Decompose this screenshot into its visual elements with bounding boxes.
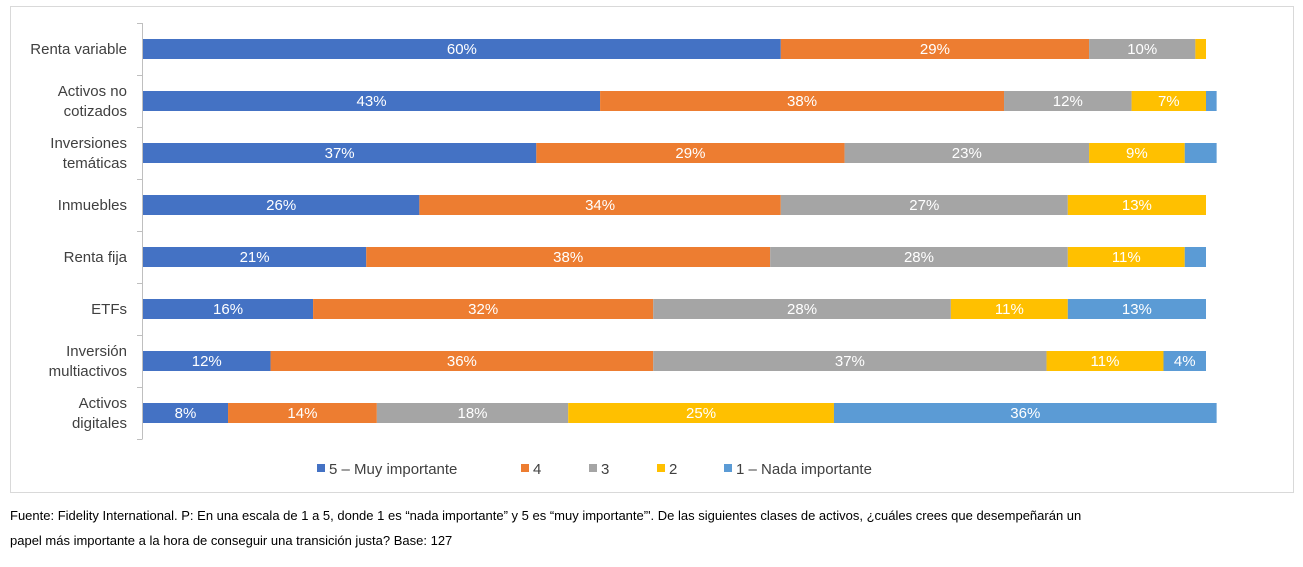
category-label: Inversiones [50,135,127,152]
source-footnote: Fuente: Fidelity International. P: En un… [10,503,1295,553]
bar-segment [1089,143,1185,163]
data-label: 25% [686,405,716,422]
bar-segment [568,403,834,423]
bar-segment [1089,39,1196,59]
data-label: 26% [266,197,296,214]
bar-segment [366,247,771,267]
legend-label: 2 [669,461,677,478]
bar-segment [270,351,654,371]
category-label: digitales [72,415,127,432]
bar-segment [1163,351,1206,371]
data-label: 38% [553,249,583,266]
category-label: temáticas [63,155,127,172]
footnote-line-2: papel más importante a la hora de conseg… [10,533,453,548]
bar-segment [143,143,537,163]
chart-frame: Renta variable 60% 29% 10% Activos no cotizad… [10,6,1294,493]
data-label: 23% [952,145,982,162]
data-label: 27% [909,197,939,214]
bar-segment [950,299,1068,319]
data-label: 36% [1010,405,1040,422]
bar-segment [1067,299,1206,319]
data-label: 11% [995,301,1024,318]
data-label: 13% [1122,301,1152,318]
data-label: 28% [904,249,934,266]
data-label: 21% [240,249,270,266]
bar-segment [143,247,367,267]
bar-segment [143,299,314,319]
bar-segment [1206,91,1217,111]
data-label: 12% [192,353,222,370]
category-label: Renta fija [64,249,128,266]
legend-swatch [317,464,325,472]
category-label: multiactivos [49,363,127,380]
bar-segment [1184,247,1206,267]
bar-segment [143,39,781,59]
data-label: 16% [213,301,243,318]
legend-swatch [589,464,597,472]
data-label: 14% [287,405,317,422]
legend-swatch [657,464,665,472]
category-label: Inmuebles [58,197,127,214]
data-label: 4% [1174,353,1196,370]
stacked-bar-chart: Renta variable 60% 29% 10%Activos nocotizad… [30,23,1217,478]
bar-segment [844,143,1090,163]
bar-segment [770,247,1068,267]
bar-segment [1184,143,1217,163]
bar-segment [143,403,229,423]
data-label: 18% [458,405,488,422]
bar-segment [376,403,569,423]
data-label: 9% [1126,145,1148,162]
bar-segment [1067,195,1206,215]
data-label: 60% [447,41,477,58]
data-label: 11% [1112,249,1141,266]
bar-segment [143,91,601,111]
bar-segment [653,351,1047,371]
legend-label: 5 – Muy importante [329,461,457,478]
bar-segment [780,39,1090,59]
legend-label: 4 [533,461,541,478]
data-label: 8% [175,405,197,422]
data-label: 32% [468,301,498,318]
legend-label: 3 [601,461,609,478]
bar-segment [419,195,781,215]
bar-segment [1067,247,1185,267]
category-label: Activos no [58,83,127,100]
data-label: 38% [787,93,817,110]
bar-segment [780,195,1068,215]
data-label: 37% [835,353,865,370]
data-label: 13% [1122,197,1152,214]
bar-segment [833,403,1217,423]
category-label: cotizados [64,103,127,120]
data-label: 28% [787,301,817,318]
data-label: 7% [1158,93,1180,110]
category-label: Activos [79,395,127,412]
data-label: 12% [1053,93,1083,110]
data-label: 34% [585,197,615,214]
data-label: 37% [325,145,355,162]
legend-swatch [521,464,529,472]
footnote-line-1: Fuente: Fidelity International. P: En un… [10,508,1082,523]
legend-label: 1 – Nada importante [736,461,872,478]
data-label: 11% [1091,353,1120,370]
data-label: 36% [447,353,477,370]
bar-segment [1046,351,1164,371]
data-label: 43% [357,93,387,110]
data-label: 29% [675,145,705,162]
bar-segment [1131,91,1206,111]
category-label: Renta variable [30,41,127,58]
bar-segment [600,91,1005,111]
category-label: Inversión [66,343,127,360]
bar-segment [1004,91,1132,111]
data-label: 10% [1127,41,1157,58]
bar-segment [653,299,951,319]
bar-segment [228,403,377,423]
bar-segment [536,143,845,163]
data-label: 29% [920,41,950,58]
bar-segment [313,299,654,319]
bar-segment [143,351,271,371]
bar-segment [143,195,420,215]
category-label: ETFs [91,301,127,318]
legend-swatch [724,464,732,472]
bar-segment [1195,39,1206,59]
